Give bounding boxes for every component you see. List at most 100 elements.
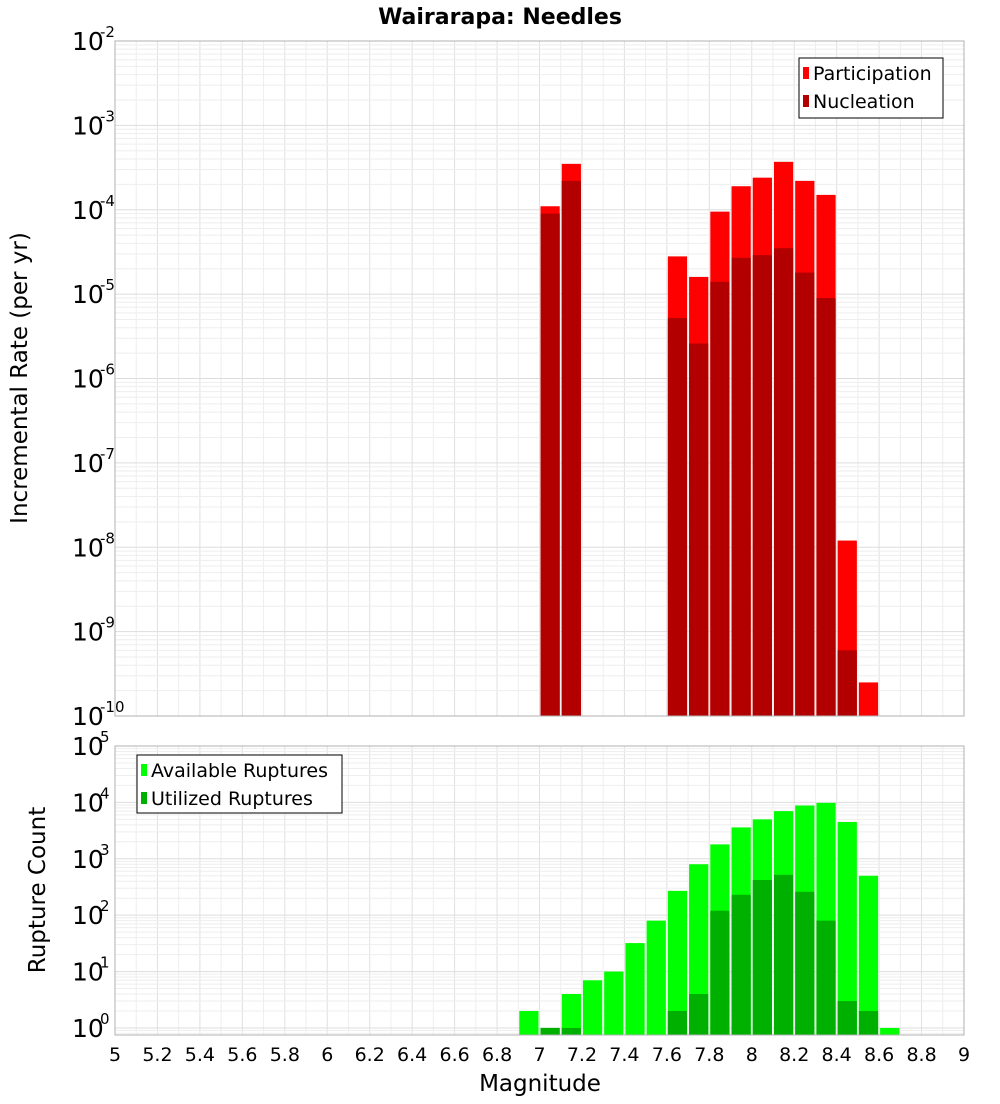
bar-secondary (795, 891, 815, 1035)
y-tick-exponent: -9 (100, 614, 115, 632)
bar-secondary (667, 318, 688, 716)
y-tick-exponent: -2 (100, 23, 115, 41)
y-tick-label: 10 (72, 533, 104, 562)
bar-secondary (752, 880, 772, 1035)
legend-0: Participation Nucleation (798, 57, 944, 119)
y-tick-exponent: -6 (100, 361, 115, 379)
x-tick-label: 5.6 (227, 1044, 257, 1066)
x-tick-label: 6.4 (397, 1044, 427, 1066)
x-tick-label: 5 (109, 1044, 121, 1066)
y-axis-title-rate: Incremental Rate (per yr) (7, 232, 33, 524)
bar-primary (561, 994, 581, 1035)
y-tick-exponent: -7 (100, 445, 115, 463)
legend-swatch (141, 764, 147, 776)
bar-secondary (837, 650, 857, 716)
x-tick-label: 8.8 (906, 1044, 936, 1066)
y-tick-label: 10 (72, 280, 104, 309)
plot-frame (114, 745, 965, 1036)
legend-swatch (803, 67, 809, 79)
x-tick-label: 7.4 (609, 1044, 639, 1066)
x-tick-label: 5.8 (270, 1044, 300, 1066)
y-tick-label: 10 (72, 27, 104, 56)
bar-secondary (773, 248, 794, 717)
bar-secondary (816, 920, 836, 1035)
legend-label: Participation (813, 63, 932, 85)
legend-label: Utilized Ruptures (151, 788, 313, 810)
y-tick-exponent: -5 (100, 276, 115, 294)
y-tick-exponent: 5 (100, 728, 110, 746)
bar-primary (880, 1027, 900, 1035)
bar-primary (837, 821, 857, 1035)
bar-secondary (731, 257, 751, 716)
x-tick-label: 6 (321, 1044, 333, 1066)
bar-secondary (773, 874, 794, 1035)
x-tick-label: 8 (746, 1044, 758, 1066)
y-tick-label: 10 (72, 365, 104, 394)
y-tick-label: 10 (72, 901, 104, 930)
bar-primary (858, 875, 879, 1035)
y-tick-label: 10 (72, 845, 104, 874)
bar-primary (667, 890, 688, 1035)
y-tick-label: 10 (72, 958, 104, 987)
bar-secondary (795, 272, 815, 716)
y-tick-label: 10 (72, 788, 104, 817)
bar-secondary (710, 910, 730, 1035)
y-tick-exponent: 1 (100, 954, 110, 972)
plot-frame (114, 40, 965, 717)
bar-secondary (689, 343, 709, 716)
plot-panel-0: 10-210-310-410-510-610-710-810-910-10Par… (72, 23, 965, 731)
legend-label: Nucleation (813, 91, 915, 113)
x-tick-label: 7.6 (652, 1044, 682, 1066)
bar-secondary (816, 297, 836, 716)
x-tick-label: 8.6 (864, 1044, 894, 1066)
y-tick-label: 10 (72, 618, 104, 647)
bar-secondary (540, 1027, 560, 1035)
x-axis-title: Magnitude (479, 1071, 601, 1097)
x-tick-label: 6.6 (439, 1044, 469, 1066)
y-tick-label: 10 (72, 1014, 104, 1043)
x-tick-label: 7 (533, 1044, 545, 1066)
y-tick-exponent: -3 (100, 107, 115, 125)
y-tick-label: 10 (72, 449, 104, 478)
y-tick-exponent: -4 (100, 192, 115, 210)
chart-title: Wairarapa: Needles (378, 5, 622, 30)
y-tick-label: 10 (72, 732, 104, 761)
bar-primary (858, 682, 879, 716)
bar-secondary (710, 281, 730, 716)
bar-primary (604, 971, 624, 1035)
legend-box (798, 57, 944, 119)
x-tick-label: 8.2 (779, 1044, 809, 1066)
x-tick-label: 8.4 (822, 1044, 852, 1066)
bar-secondary (667, 1010, 688, 1035)
y-tick-exponent: 3 (100, 841, 110, 859)
x-tick-label: 7.2 (567, 1044, 597, 1066)
legend-1: Available Ruptures Utilized Ruptures (136, 754, 343, 814)
y-tick-exponent: 2 (100, 897, 110, 915)
y-axis-title-count: Rupture Count (25, 807, 51, 973)
x-tick-label: 5.4 (185, 1044, 215, 1066)
bar-secondary (561, 180, 581, 716)
bar-secondary (731, 894, 751, 1035)
y-tick-label: 10 (72, 111, 104, 140)
bar-secondary (689, 994, 709, 1035)
bar-primary (519, 1010, 539, 1035)
x-tick-label: 5.2 (142, 1044, 172, 1066)
legend-swatch (141, 792, 147, 804)
y-tick-exponent: -8 (100, 529, 115, 547)
bar-primary (689, 864, 709, 1035)
bar-secondary (561, 1027, 581, 1035)
legend-box (136, 754, 343, 814)
x-tick-label: 7.8 (694, 1044, 724, 1066)
legend-label: Available Ruptures (151, 760, 328, 782)
y-tick-exponent: 4 (100, 784, 110, 802)
legend-swatch (803, 95, 809, 107)
bar-primary (646, 920, 666, 1035)
x-tick-label: 6.2 (355, 1044, 385, 1066)
bar-secondary (858, 1010, 879, 1035)
bar-secondary (752, 255, 772, 716)
x-tick-label: 6.8 (482, 1044, 512, 1066)
y-tick-exponent: -10 (100, 698, 125, 716)
